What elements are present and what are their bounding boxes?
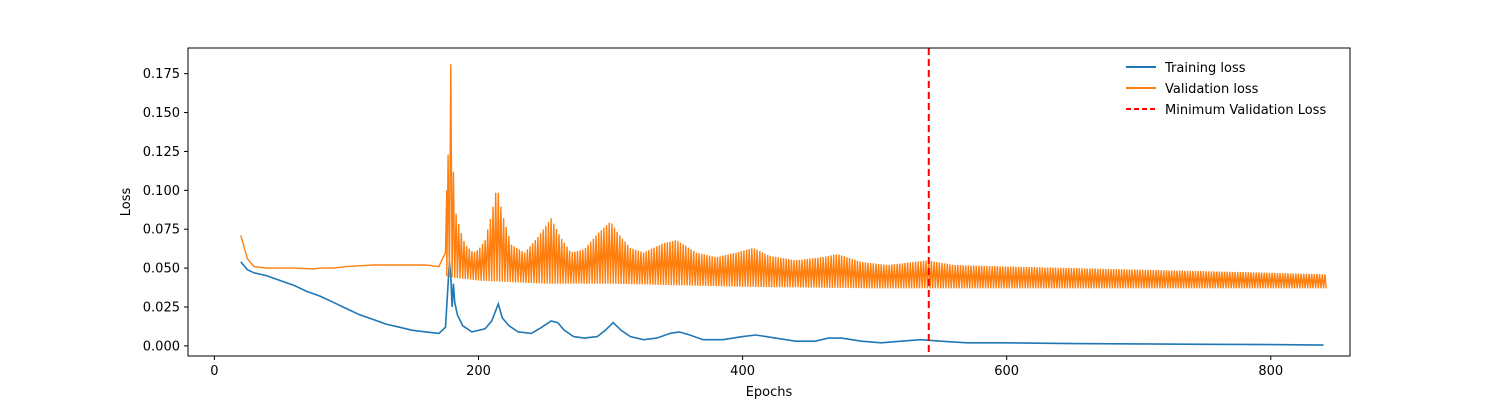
plot-background [188,48,1350,356]
y-axis: 0.000 0.025 0.050 0.075 0.100 0.125 0.150 0.175 [143,67,188,354]
x-axis-label: Epochs [746,385,793,400]
series-layer [240,64,1327,346]
y-tick-label: 0.000 [143,339,180,354]
x-axis: 0 200 400 600 800 [210,356,1283,379]
legend-label-training: Training loss [1164,61,1246,76]
x-tick-label: 600 [994,364,1019,379]
legend-label-min-validation: Minimum Validation Loss [1165,103,1326,118]
y-tick-label: 0.050 [143,262,180,277]
y-tick-label: 0.125 [143,145,180,160]
legend: Training loss Validation loss Minimum Va… [1126,61,1326,118]
y-tick-label: 0.100 [143,184,180,199]
series-line-validation [240,64,1327,289]
y-tick-label: 0.175 [143,67,180,82]
series-line-training [240,261,1324,346]
x-tick-label: 0 [210,364,218,379]
y-tick-label: 0.075 [143,223,180,238]
y-tick-label: 0.025 [143,301,180,316]
plot-frame [187,47,1351,357]
legend-label-validation: Validation loss [1165,82,1259,97]
y-tick-label: 0.150 [143,106,180,121]
x-tick-label: 400 [730,364,755,379]
x-tick-label: 800 [1258,364,1283,379]
y-axis-label: Loss [119,188,134,217]
plot-area [187,47,1351,357]
x-tick-label: 200 [466,364,491,379]
